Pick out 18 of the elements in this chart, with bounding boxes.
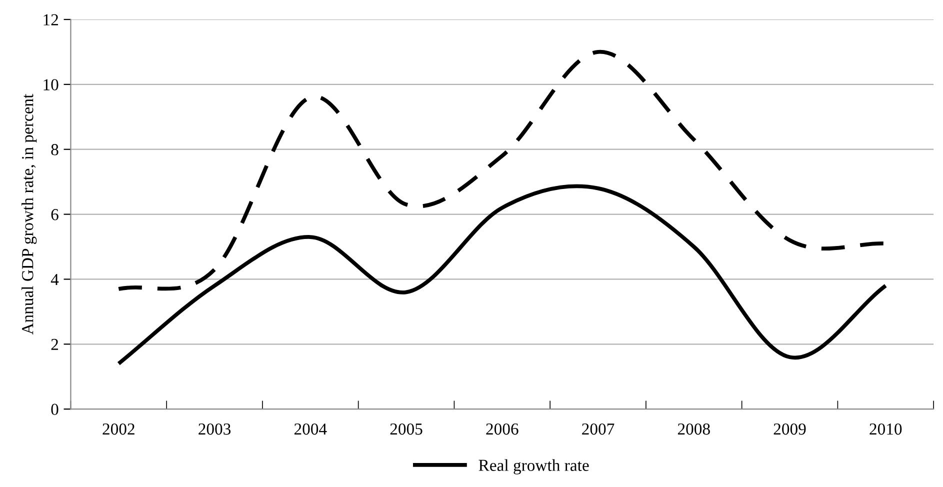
y-tick-label: 8 — [51, 144, 58, 156]
x-tick-label: 2007 — [582, 423, 614, 435]
y-tick-label: 2 — [51, 338, 58, 350]
y-axis-title: Annual GDP growth rate, in percent — [22, 94, 37, 335]
y-tick-label: 12 — [44, 14, 58, 26]
x-tick-label: 2005 — [390, 423, 422, 435]
x-tick-label: 2004 — [294, 423, 327, 435]
y-tick-label: 6 — [51, 209, 58, 220]
x-tick-label: 2006 — [486, 423, 518, 435]
y-tick-label: 4 — [50, 274, 59, 285]
y-tick-label: 0 — [51, 404, 58, 416]
legend-label: Real growth rate — [478, 459, 589, 474]
y-tick-label: 10 — [44, 79, 58, 90]
x-tick-label: 2003 — [198, 423, 231, 435]
x-tick-label: 2008 — [678, 423, 710, 435]
x-tick-label: 2010 — [870, 423, 902, 435]
x-tick-label: 2002 — [102, 423, 134, 435]
x-tick-label: 2009 — [774, 423, 806, 435]
